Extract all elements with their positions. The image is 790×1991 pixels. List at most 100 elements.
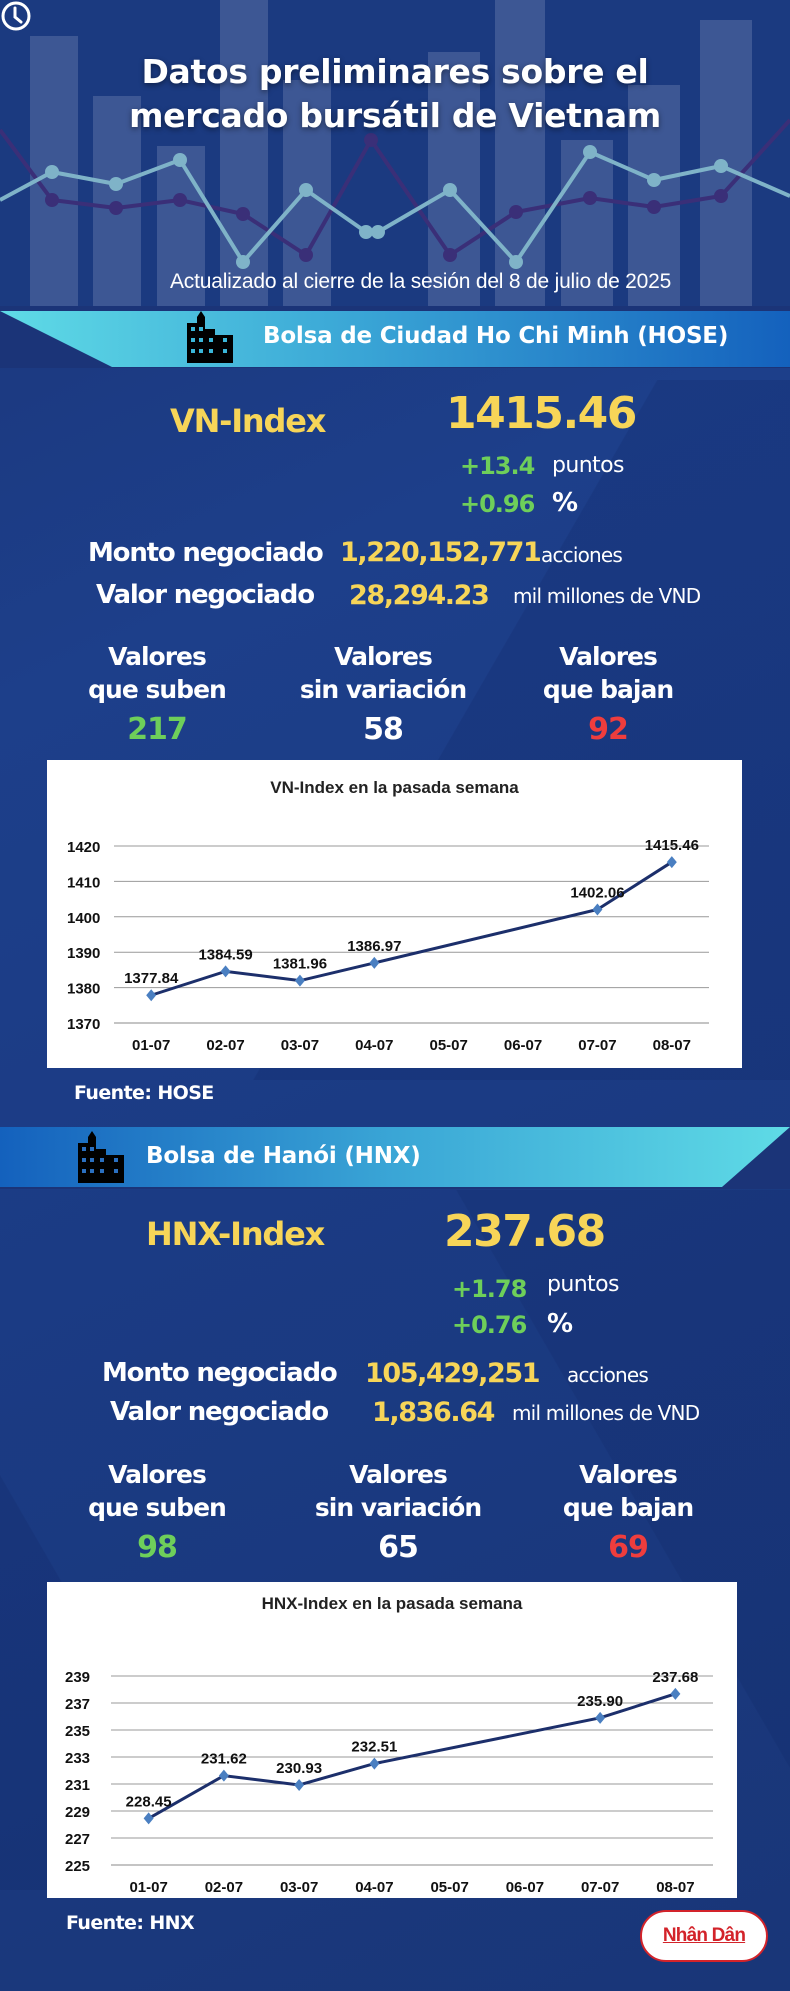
hose-banner: Bolsa de Ciudad Ho Chi Minh (HOSE) bbox=[0, 306, 790, 368]
hose-volume-unit: acciones bbox=[541, 543, 623, 567]
hose-value-label: Valor negociado bbox=[96, 580, 315, 610]
data-line bbox=[150, 860, 673, 997]
y-tick-label: 1380 bbox=[67, 981, 100, 998]
hnx-change-points: +1.78 bbox=[452, 1275, 527, 1303]
data-marker bbox=[670, 1687, 681, 1700]
y-tick-label: 1420 bbox=[67, 839, 100, 856]
clock-icon bbox=[1, 1, 31, 31]
x-tick-label: 03-07 bbox=[281, 1037, 319, 1054]
data-marker bbox=[369, 956, 380, 969]
y-tick-label: 1370 bbox=[67, 1016, 100, 1033]
y-tick-label: 235 bbox=[65, 1723, 90, 1740]
y-tick-label: 1390 bbox=[67, 945, 100, 962]
x-tick-label: 03-07 bbox=[280, 1879, 318, 1896]
hnx-index-chart: HNX-Index en la pasada semana 225 227 229 2… bbox=[47, 1582, 737, 1898]
data-marker bbox=[294, 1778, 305, 1791]
vn-index-chart: VN-Index en la pasada semana 1370 1380 139… bbox=[47, 760, 742, 1068]
hnx-index-label: HNX-Index bbox=[146, 1215, 325, 1253]
nhan-dan-logo: Nhân Dân bbox=[640, 1910, 768, 1962]
hose-advancers: Valores que suben 217 bbox=[47, 640, 267, 750]
vn-change-pct: +0.96 bbox=[460, 490, 535, 518]
hnx-change-pct: +0.76 bbox=[452, 1311, 527, 1339]
data-label: 1377.84 bbox=[124, 970, 179, 987]
breadth-label: Valores bbox=[108, 1460, 207, 1489]
chart-plot: 1370 1380 1390 1400 1410 1420 01-07 02-07 03-07 0… bbox=[67, 837, 709, 1054]
data-label: 1402.06 bbox=[570, 885, 624, 902]
logo-text: Nhân Dân bbox=[662, 1925, 746, 1946]
hose-unchanged: Valores sin variación 58 bbox=[273, 640, 493, 750]
hose-volume-label: Monto negociado bbox=[88, 538, 324, 568]
y-tick-label: 231 bbox=[65, 1777, 90, 1794]
vn-change-points: +13.4 bbox=[460, 452, 535, 480]
x-tick-label: 01-07 bbox=[129, 1879, 167, 1896]
hose-value-unit: mil millones de VND bbox=[513, 584, 701, 608]
breadth-label: Valores bbox=[579, 1460, 678, 1489]
data-marker bbox=[666, 856, 677, 869]
x-tick-label: 04-07 bbox=[355, 1037, 393, 1054]
data-marker bbox=[146, 989, 157, 1002]
y-tick-label: 225 bbox=[65, 1858, 90, 1875]
x-tick-label: 06-07 bbox=[506, 1879, 544, 1896]
data-label: 232.51 bbox=[351, 1739, 397, 1756]
updated-timestamp: Actualizado al cierre de la sesión del 8… bbox=[170, 270, 672, 293]
breadth-label: que bajan bbox=[542, 675, 674, 704]
breadth-label: que suben bbox=[88, 675, 227, 704]
chart-title: HNX-Index en la pasada semana bbox=[261, 1594, 523, 1613]
hose-source: Fuente: HOSE bbox=[74, 1082, 214, 1104]
data-marker bbox=[592, 903, 603, 916]
hnx-volume-unit: acciones bbox=[567, 1363, 649, 1387]
data-marker bbox=[220, 965, 231, 978]
hnx-value-label: Valor negociado bbox=[110, 1397, 329, 1427]
x-tick-label: 04-07 bbox=[355, 1879, 393, 1896]
banner-shape bbox=[0, 1127, 790, 1189]
breadth-label: Valores bbox=[559, 642, 658, 671]
hnx-change-pct-unit: % bbox=[547, 1309, 573, 1339]
y-tick-label: 229 bbox=[65, 1804, 90, 1821]
data-label: 237.68 bbox=[652, 1669, 698, 1686]
x-tick-label: 08-07 bbox=[656, 1879, 694, 1896]
data-marker bbox=[369, 1757, 380, 1770]
data-label: 1384.59 bbox=[198, 946, 252, 963]
unchanged-count: 58 bbox=[363, 712, 404, 747]
hnx-change-points-unit: puntos bbox=[547, 1272, 619, 1297]
hnx-source: Fuente: HNX bbox=[66, 1912, 195, 1934]
x-tick-label: 06-07 bbox=[504, 1037, 542, 1054]
breadth-label: que suben bbox=[88, 1493, 227, 1522]
hnx-banner-title: Bolsa de Hanói (HNX) bbox=[146, 1143, 421, 1169]
decliners-count: 69 bbox=[608, 1530, 649, 1565]
y-tick-label: 233 bbox=[65, 1750, 90, 1767]
x-tick-label: 05-07 bbox=[430, 1879, 468, 1896]
data-label: 1415.46 bbox=[645, 837, 699, 854]
y-tick-label: 237 bbox=[65, 1696, 90, 1713]
hnx-index-value: 237.68 bbox=[444, 1206, 606, 1257]
page-title-line1: Datos preliminares sobre el bbox=[141, 52, 649, 91]
hnx-banner: Bolsa de Hanói (HNX) bbox=[0, 1127, 790, 1189]
vn-change-points-unit: puntos bbox=[552, 453, 624, 478]
breadth-label: Valores bbox=[334, 642, 433, 671]
hose-value-value: 28,294.23 bbox=[349, 580, 490, 611]
hose-banner-title: Bolsa de Ciudad Ho Chi Minh (HOSE) bbox=[263, 323, 729, 349]
hnx-value-value: 1,836.64 bbox=[372, 1397, 495, 1428]
x-tick-label: 08-07 bbox=[653, 1037, 691, 1054]
data-label: 228.45 bbox=[126, 1793, 172, 1810]
hnx-decliners: Valores que bajan 69 bbox=[518, 1458, 738, 1568]
hnx-unchanged: Valores sin variación 65 bbox=[288, 1458, 508, 1568]
x-tick-label: 07-07 bbox=[578, 1037, 616, 1054]
data-label: 1381.96 bbox=[273, 956, 327, 973]
hnx-value-unit: mil millones de VND bbox=[512, 1401, 700, 1425]
data-marker bbox=[595, 1711, 606, 1724]
hnx-volume-value: 105,429,251 bbox=[365, 1358, 541, 1389]
data-label: 231.62 bbox=[201, 1751, 247, 1768]
page-title-line2: mercado bursátil de Vietnam bbox=[129, 96, 661, 135]
data-marker bbox=[218, 1769, 229, 1782]
hose-decliners: Valores que bajan 92 bbox=[498, 640, 718, 750]
advancers-count: 98 bbox=[137, 1530, 178, 1565]
building-icon bbox=[187, 311, 233, 363]
breadth-label: sin variación bbox=[299, 675, 467, 704]
building-icon bbox=[78, 1131, 124, 1183]
chart-plot: 225 227 229 231 233 235 237 239 01-07 02-07 03-07 0… bbox=[65, 1669, 713, 1896]
x-tick-label: 02-07 bbox=[205, 1879, 243, 1896]
data-label: 1386.97 bbox=[347, 938, 401, 955]
x-tick-label: 01-07 bbox=[132, 1037, 170, 1054]
data-label: 235.90 bbox=[577, 1693, 623, 1710]
